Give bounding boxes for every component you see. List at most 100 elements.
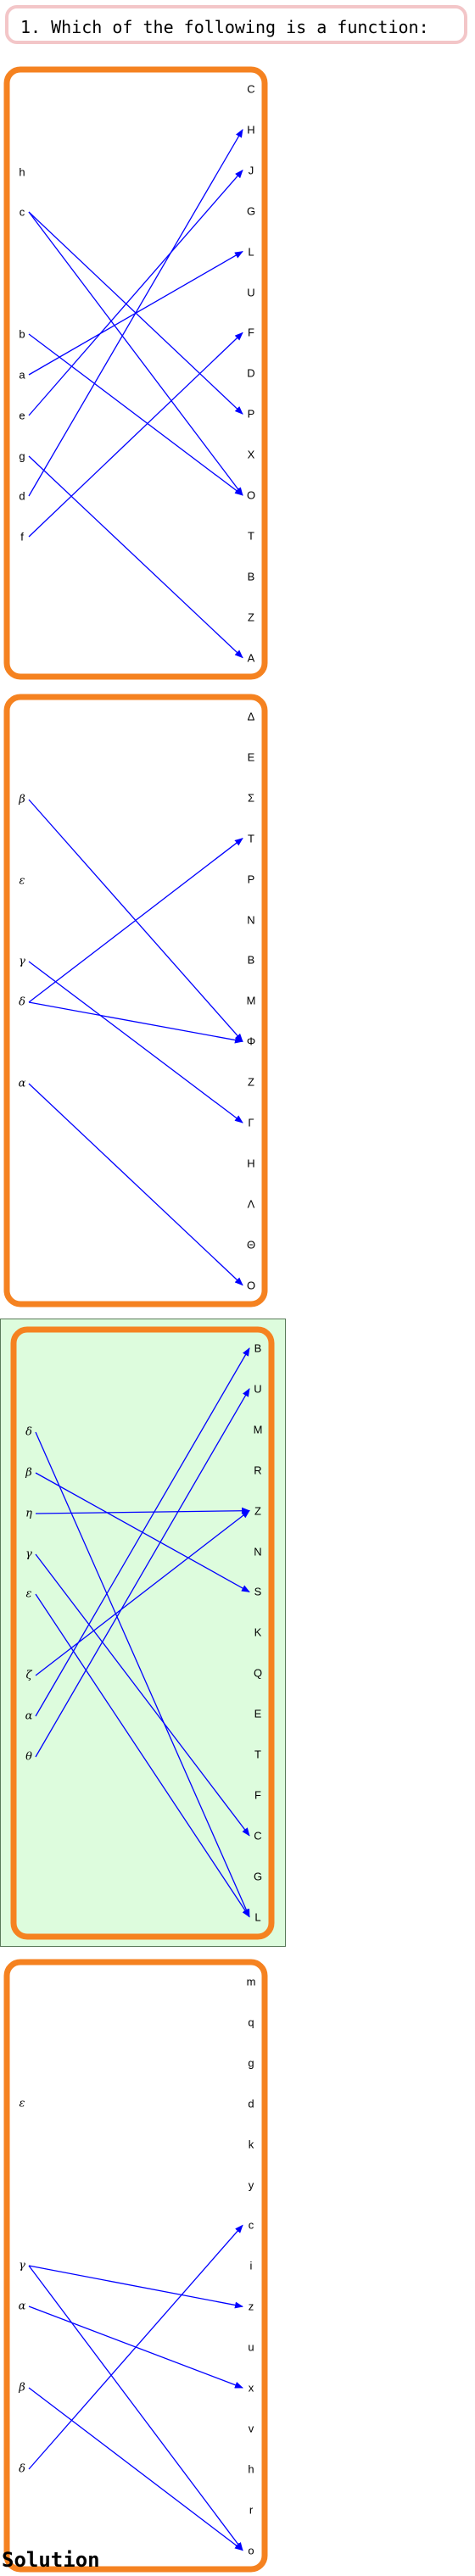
option-2-codomain-label: H: [247, 1157, 255, 1170]
option-3-codomain-label: E: [254, 1707, 262, 1720]
option-3-codomain-label: R: [254, 1464, 262, 1477]
option-3-mapping-arrow: [35, 1507, 250, 1514]
option-4-codomain-label: y: [248, 2178, 254, 2191]
option-4-codomain-label: v: [248, 2422, 254, 2435]
option-1-codomain-label: J: [248, 164, 254, 177]
option-1-frame[interactable]: [3, 66, 268, 680]
option-3-domain-label: ζ: [25, 1669, 32, 1682]
option-3-mapping-arrow: [35, 1553, 250, 1837]
correct-option-highlight: [0, 1319, 286, 1947]
option-3-codomain-label: G: [253, 1870, 263, 1883]
option-3-codomain-label: Z: [254, 1504, 261, 1518]
option-3-codomain-label: U: [254, 1382, 262, 1396]
option-2-codomain-label: O: [246, 1279, 256, 1292]
option-2-codomain-label: B: [247, 953, 255, 967]
option-1-mapping-arrow: [28, 333, 243, 496]
option-4-codomain-label: k: [248, 2138, 254, 2151]
option-3-codomain-label: N: [254, 1545, 262, 1558]
option-1-codomain-label: T: [248, 529, 254, 543]
option-2-mapping-arrow: [28, 1083, 243, 1286]
option-3-codomain-label: C: [254, 1829, 262, 1843]
option-2-domain-label: δ: [19, 995, 25, 1009]
option-4-mapping-arrow: [28, 2265, 243, 2309]
question-text: 1. Which of the following is a function:: [20, 17, 429, 37]
option-3-frame[interactable]: [10, 1326, 275, 1940]
option-3-domain-label: ε: [25, 1587, 32, 1601]
option-1-mapping-arrow: [28, 332, 243, 538]
option-4-domain-label: ε: [19, 2097, 25, 2110]
option-4-codomain-label: h: [248, 2462, 254, 2476]
option-1-codomain-label: F: [248, 326, 254, 339]
option-4-codomain-label: o: [248, 2544, 254, 2557]
option-1-codomain-label: P: [247, 407, 255, 421]
option-3-codomain-label: B: [254, 1341, 262, 1355]
option-1-codomain-label: C: [247, 82, 255, 96]
question-box: 1. Which of the following is a function:: [5, 5, 467, 44]
option-2-domain-label: β: [19, 793, 25, 806]
option-2-codomain-label: Δ: [247, 710, 255, 723]
option-1-codomain-label: D: [247, 366, 255, 380]
option-4-codomain-label: r: [249, 2503, 254, 2517]
option-1-codomain-label: B: [247, 570, 255, 583]
option-3-mapping-arrow: [35, 1593, 250, 1918]
option-2-domain-label: α: [18, 1077, 26, 1090]
option-3-domain-label: γ: [25, 1547, 32, 1561]
option-3-mapping-arrow: [35, 1347, 250, 1717]
option-2-codomain-label: Φ: [246, 1034, 256, 1048]
option-2-domain-label: γ: [19, 955, 25, 968]
option-2-codomain-label: Z: [248, 1075, 254, 1089]
option-1-domain-label: d: [19, 489, 25, 503]
option-1-domain-label: b: [19, 327, 25, 341]
option-1-codomain-label: O: [246, 488, 256, 502]
option-4-codomain-label: z: [248, 2300, 254, 2313]
option-1-domain-label: e: [19, 409, 25, 422]
option-4-mapping-arrow: [28, 2265, 243, 2551]
option-3-codomain-label: Q: [253, 1666, 263, 1680]
option-3-codomain-label: T: [254, 1748, 261, 1761]
option-1-codomain-label: H: [247, 123, 255, 137]
option-1-codomain-label: G: [246, 204, 256, 218]
option-4-domain-label: γ: [19, 2259, 25, 2272]
option-1-domain-label: g: [19, 449, 25, 463]
option-4-codomain-label: u: [248, 2340, 254, 2354]
option-4-codomain-label: x: [248, 2381, 254, 2395]
option-4-domain-label: δ: [19, 2462, 25, 2476]
option-2-codomain-label: Λ: [247, 1197, 255, 1211]
option-3-codomain-label: L: [254, 1910, 261, 1924]
option-4-domain-label: α: [18, 2300, 26, 2313]
option-1-codomain-label: X: [247, 448, 255, 461]
option-3-domain-label: α: [25, 1709, 33, 1723]
option-1-mapping-arrow: [28, 170, 243, 416]
option-3-domain-label: δ: [25, 1425, 32, 1439]
option-3-domain-label: η: [25, 1507, 32, 1520]
option-4-frame[interactable]: [3, 1959, 268, 2573]
option-3-domain-label: β: [25, 1466, 32, 1480]
option-2-frame[interactable]: [3, 694, 268, 1308]
option-4-codomain-label: q: [248, 2016, 254, 2029]
option-1-domain-label: a: [19, 368, 25, 382]
option-2-codomain-label: M: [246, 994, 256, 1007]
option-2-mapping-arrow: [28, 961, 243, 1124]
option-1-codomain-label: Z: [248, 611, 254, 624]
option-3-mapping-arrow: [35, 1388, 250, 1758]
option-2-codomain-label: Σ: [247, 791, 255, 805]
option-2-codomain-label: Γ: [248, 1116, 254, 1129]
option-4-mapping-arrow: [28, 2387, 243, 2551]
option-2-codomain-label: E: [247, 750, 255, 764]
option-2-domain-label: ε: [19, 874, 25, 888]
option-2-codomain-label: T: [248, 832, 254, 845]
option-3-mapping-arrow: [35, 1431, 250, 1918]
option-3-codomain-label: K: [254, 1625, 262, 1639]
option-3-codomain-label: S: [254, 1585, 262, 1598]
option-1-codomain-label: U: [247, 286, 255, 298]
option-4-codomain-label: i: [249, 2259, 253, 2272]
option-1-codomain-label: A: [247, 651, 255, 665]
option-4-codomain-label: g: [248, 2056, 254, 2070]
option-2-mapping-arrow: [28, 1001, 243, 1044]
option-4-domain-label: β: [19, 2381, 25, 2395]
option-3-domain-label: θ: [25, 1750, 32, 1764]
option-4-mapping-arrow: [28, 2224, 243, 2470]
option-1-mapping-arrow: [28, 455, 243, 659]
solution-heading: Solution: [2, 2548, 100, 2572]
